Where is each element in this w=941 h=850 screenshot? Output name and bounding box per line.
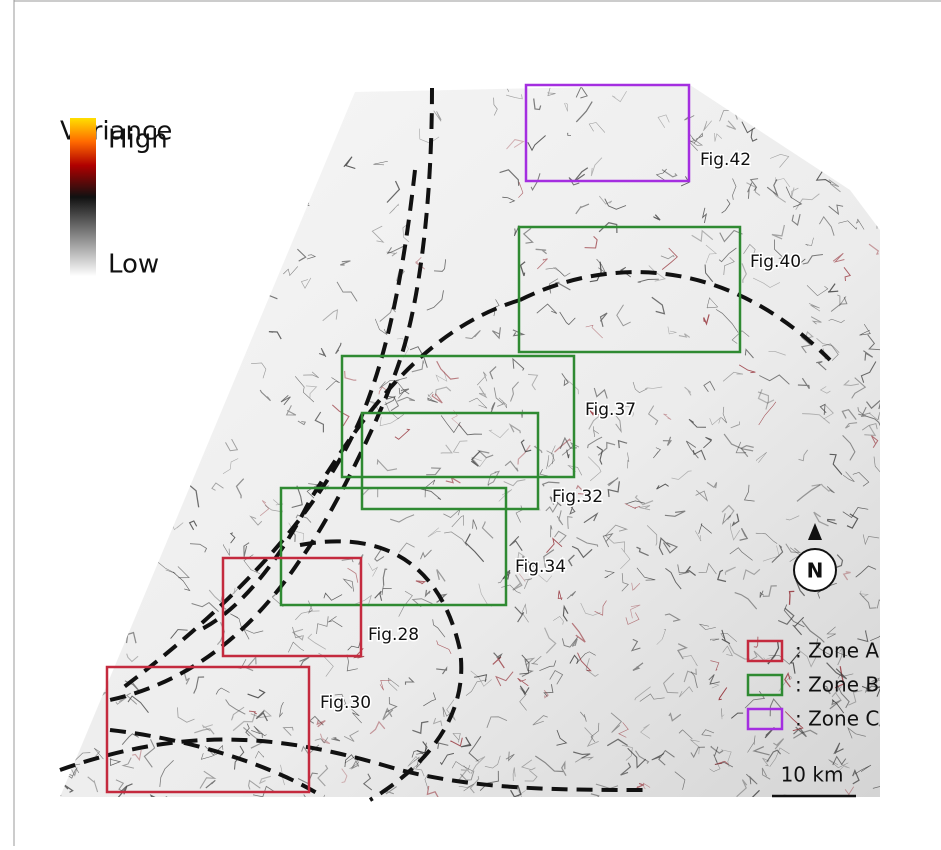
crack bbox=[234, 240, 247, 246]
crack bbox=[149, 464, 159, 477]
crack bbox=[209, 334, 233, 343]
crack bbox=[163, 371, 176, 387]
crack bbox=[198, 333, 213, 343]
crack bbox=[259, 130, 263, 136]
north-label: N bbox=[807, 559, 824, 583]
figure-label: Fig.32 bbox=[552, 487, 603, 507]
figure-label: Fig.37 bbox=[585, 400, 636, 420]
crack bbox=[131, 536, 144, 550]
crack bbox=[313, 103, 320, 112]
crack bbox=[391, 81, 400, 87]
crack bbox=[214, 371, 223, 388]
figure-label: Fig.42 bbox=[700, 150, 751, 170]
crack bbox=[875, 161, 884, 181]
zone-label: : Zone B bbox=[795, 673, 879, 697]
crack bbox=[116, 370, 126, 373]
crack bbox=[77, 535, 86, 542]
crack bbox=[825, 95, 831, 113]
crack bbox=[199, 91, 219, 106]
zone-label: : Zone C bbox=[795, 707, 879, 731]
crack bbox=[114, 558, 126, 568]
crack bbox=[152, 414, 165, 430]
figure-label: Fig.40 bbox=[750, 252, 801, 272]
crack bbox=[130, 399, 144, 411]
crack bbox=[69, 674, 90, 689]
figure-label: Fig.28 bbox=[368, 625, 419, 645]
crack bbox=[76, 568, 90, 572]
crack bbox=[82, 366, 92, 377]
crack bbox=[47, 790, 61, 801]
crack bbox=[314, 795, 325, 812]
crack bbox=[860, 157, 873, 168]
crack bbox=[197, 248, 213, 268]
crack bbox=[70, 686, 77, 696]
crack bbox=[69, 297, 87, 314]
zone-label: : Zone A bbox=[795, 639, 879, 663]
crack bbox=[801, 138, 808, 153]
crack bbox=[191, 378, 202, 391]
scale-label: 10 km bbox=[781, 763, 844, 787]
crack bbox=[189, 113, 196, 136]
crack bbox=[57, 609, 66, 622]
crack bbox=[99, 279, 111, 289]
crack bbox=[63, 410, 82, 428]
crack bbox=[816, 120, 822, 131]
crack bbox=[877, 205, 883, 229]
color-ramp bbox=[70, 118, 96, 276]
crack bbox=[57, 737, 66, 752]
crack bbox=[864, 133, 888, 147]
crack bbox=[829, 132, 836, 139]
crack bbox=[54, 741, 60, 748]
crack bbox=[75, 372, 89, 382]
crack bbox=[102, 578, 108, 600]
crack bbox=[141, 520, 148, 535]
crack bbox=[45, 537, 60, 554]
crack bbox=[238, 232, 248, 249]
crack bbox=[124, 214, 133, 224]
crack bbox=[98, 585, 106, 592]
crack bbox=[302, 86, 308, 89]
crack bbox=[219, 344, 236, 356]
crack bbox=[247, 234, 258, 238]
crack bbox=[294, 117, 304, 129]
crack bbox=[872, 112, 882, 125]
crack bbox=[139, 436, 146, 440]
crack bbox=[93, 634, 104, 647]
crack bbox=[101, 383, 113, 394]
crack bbox=[122, 331, 135, 337]
crack bbox=[192, 273, 204, 281]
crack bbox=[99, 522, 116, 537]
crack bbox=[81, 499, 104, 520]
crack bbox=[91, 346, 107, 357]
crack bbox=[821, 115, 835, 117]
crack bbox=[131, 541, 152, 547]
crack bbox=[813, 156, 817, 163]
crack bbox=[95, 269, 102, 280]
figure: Variance High Low N : Zone A: Zone B: Zo… bbox=[0, 0, 941, 846]
crack bbox=[54, 503, 72, 508]
crack bbox=[69, 85, 77, 101]
crack bbox=[127, 342, 138, 356]
figure-label: Fig.30 bbox=[320, 693, 371, 713]
crack bbox=[128, 501, 144, 518]
crack bbox=[180, 429, 196, 445]
crack bbox=[197, 300, 214, 312]
crack bbox=[879, 718, 887, 738]
crack bbox=[92, 355, 101, 366]
crack bbox=[81, 459, 99, 473]
legend-high: High bbox=[108, 125, 168, 155]
crack bbox=[60, 650, 70, 659]
legend-low: Low bbox=[108, 250, 159, 280]
variance-map bbox=[60, 85, 880, 797]
crack bbox=[130, 417, 152, 429]
crack bbox=[144, 499, 160, 516]
crack bbox=[88, 321, 92, 344]
crack bbox=[760, 105, 779, 115]
crack bbox=[735, 90, 744, 104]
crack bbox=[88, 519, 98, 529]
figure-label: Fig.34 bbox=[515, 557, 566, 577]
crack bbox=[259, 90, 276, 103]
